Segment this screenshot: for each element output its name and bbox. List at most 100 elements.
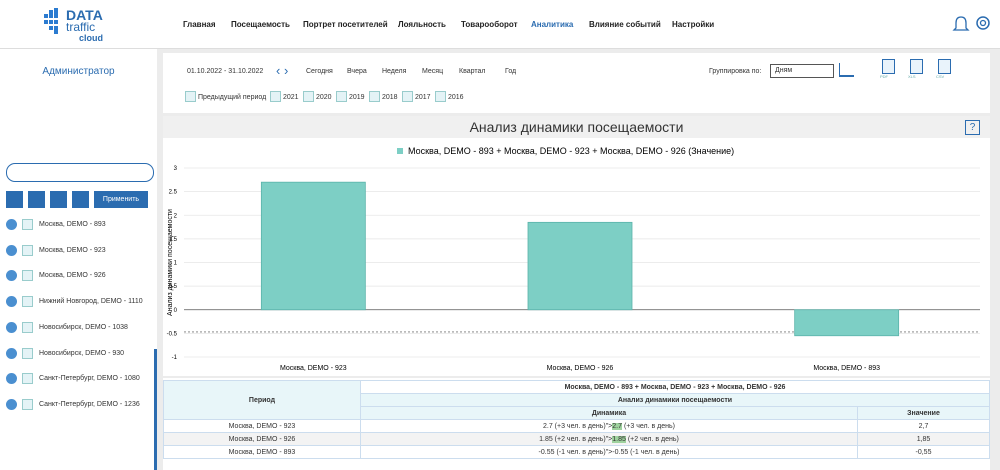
nav-item[interactable]: Портрет посетителей [303,20,388,29]
chart-header [163,116,990,138]
period-button[interactable]: Месяц [422,68,444,75]
location-label: Нижний Новгород, DEMO - 1110 [39,298,143,306]
expand-icon[interactable] [6,373,17,385]
table-row: Москва, DEMO - 923 2.7 (+3 чел. в день)">… [163,419,990,433]
chart-title: Анализ динамики посещаемости [469,119,684,135]
toolbar: 01.10.2022 - 31.10.2022 ‹ › Сегодня Вчера Не… [163,53,990,113]
expand-icon[interactable] [6,244,17,256]
value-cell: 2,7 [857,419,990,433]
y-tick-label: 1 [174,261,178,267]
logo-icon [44,8,58,34]
location-label: Санкт-Петербург, DEMO - 1080 [39,375,140,383]
table-title: Москва, DEMO - 893 + Москва, DEMO - 923 … [360,380,990,394]
period-header: Период [163,380,361,420]
period-button[interactable]: Вчера [347,68,367,75]
dynamics-part: (+3 чел. в день) [622,422,675,430]
location-label: Новосибирск, DEMO - 930 [39,349,125,357]
search-box[interactable] [6,163,154,182]
checkbox[interactable] [22,296,33,308]
compare-label: 2018 [382,94,398,101]
checkbox[interactable] [22,321,33,333]
compare-checkbox[interactable] [435,91,446,102]
bar [527,221,633,311]
nav-icons[interactable] [952,14,992,34]
dynamics-part: 1.85 (+2 чел. в день)"> [539,435,613,443]
expand-icon[interactable] [6,398,17,410]
expand-icon[interactable] [6,296,17,308]
period-button[interactable]: Сегодня [306,68,333,75]
logo-text: traffic [66,20,96,34]
dynamics-part: 1.85 [612,435,626,443]
header-row: Анализ динамики посещаемости [164,393,990,407]
y-tick-label: 1.5 [169,237,178,243]
y-tick-label: 3 [174,166,178,172]
compare-label: 2020 [316,94,332,101]
expand-icon[interactable] [6,270,17,282]
export-icon[interactable] [938,59,951,74]
nav-item[interactable]: Влияние событий [589,20,661,29]
bar [794,309,900,337]
checkbox[interactable] [22,347,33,359]
nav-item[interactable]: Главная [183,20,216,29]
group-select[interactable]: Дням [770,64,834,78]
x-tick-label: Москва, DEMO - 926 [547,365,614,372]
nav-item[interactable]: Настройки [672,20,715,29]
date-range: 01.10.2022 - 31.10.2022 [187,68,264,75]
logo-text: DATA [66,7,103,23]
header-row: Динамика Значение [164,406,990,420]
compare-checkbox[interactable] [402,91,413,102]
group-label: Группировка по: [709,68,762,75]
export-label: PDF [880,74,888,79]
chart: Москва, DEMO - 893 + Москва, DEMO - 923 … [167,146,980,372]
period-button[interactable]: Квартал [459,68,486,75]
help-button[interactable]: ? [965,120,980,135]
compare-checkbox[interactable] [185,91,196,102]
checkbox[interactable] [22,398,33,410]
tool-button[interactable] [72,191,89,208]
compare-checkbox[interactable] [270,91,281,102]
expand-icon[interactable] [6,347,17,359]
compare-label: 2021 [283,94,299,101]
dynamics-cell: -0.55 (-1 чел. в день)">-0.55 (-1 чел. в… [360,445,858,459]
checkbox[interactable] [22,373,33,385]
chart-panel: Анализ динамики посещаемости ? Москва, D… [163,116,990,376]
tool-button[interactable] [6,191,23,208]
nav-item[interactable]: Товарооборот [461,20,518,29]
dynamics-part: 2.7 (+3 чел. в день)"> [543,422,613,430]
date-arrows[interactable]: ‹ › [276,63,289,78]
value-cell: -0,55 [857,445,990,459]
y-tick-label: -0.5 [167,331,178,337]
expand-icon[interactable] [6,219,17,230]
export-icon[interactable] [882,59,895,74]
y-tick-label: 2 [174,213,178,219]
checkbox[interactable] [22,244,33,256]
chart-type-icon[interactable] [839,63,854,77]
nav-item[interactable]: Лояльность [398,20,446,29]
dynamics-cell: 2.7 (+3 чел. в день)">2.7 (+3 чел. в ден… [360,419,858,433]
compare-label: 2016 [448,94,464,101]
nav-item[interactable]: Аналитика [531,20,574,29]
data-table: Период Москва, DEMO - 893 + Москва, DEMO … [163,378,990,470]
compare-checkbox[interactable] [303,91,314,102]
expand-icon[interactable] [6,321,17,333]
legend-swatch [397,148,403,154]
y-tick-label: 0 [174,308,178,314]
table: Период Москва, DEMO - 893 + Москва, DEMO … [163,380,990,459]
checkbox[interactable] [22,219,33,230]
checkbox[interactable] [22,270,33,282]
apply-button[interactable]: Применить [94,191,148,208]
logo-text: cloud [79,33,103,43]
table-row: Москва, DEMO - 926 1.85 (+2 чел. в день)"… [163,432,990,446]
tool-button[interactable] [28,191,45,208]
nav-item[interactable]: Посещаемость [231,20,290,29]
export-icon[interactable] [910,59,923,74]
compare-checkbox[interactable] [336,91,347,102]
export-label: CSV [936,74,945,79]
compare-checkbox[interactable] [369,91,380,102]
dynamics-part: (+2 чел. в день) [625,435,679,443]
value-header: Значение [857,406,990,420]
period-button[interactable]: Неделя [382,68,407,75]
tool-button[interactable] [50,191,67,208]
period-button[interactable]: Год [505,68,517,75]
